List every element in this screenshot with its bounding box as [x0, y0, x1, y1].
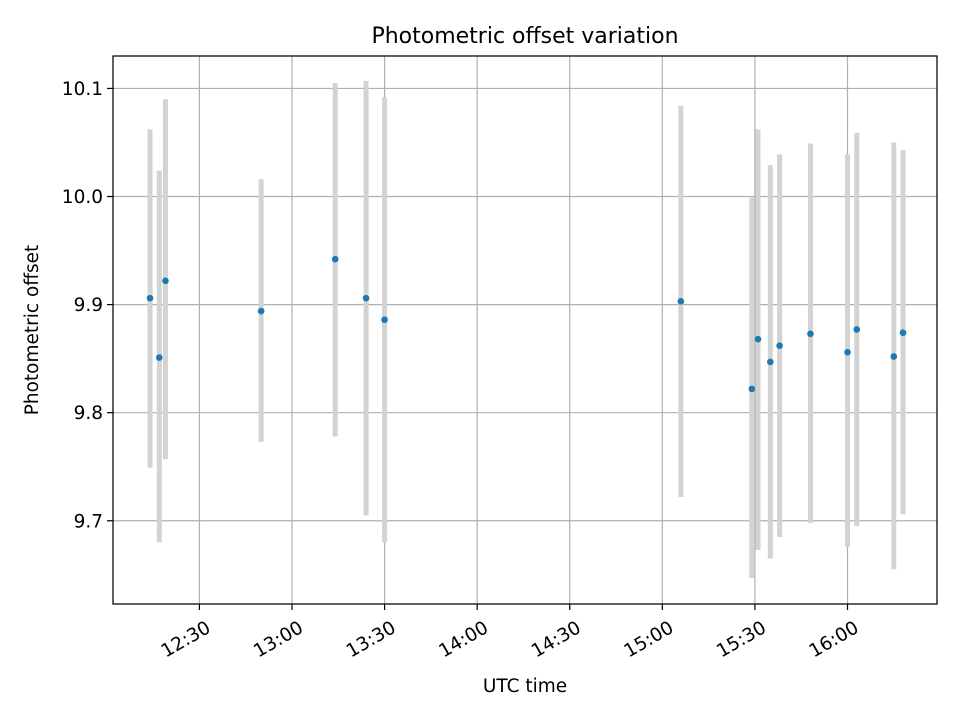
data-point — [362, 294, 370, 302]
y-tick-label: 9.7 — [74, 511, 103, 532]
x-axis-label: UTC time — [483, 676, 567, 697]
y-tick-label: 10.1 — [62, 79, 103, 100]
data-point — [899, 329, 907, 337]
grid — [113, 56, 937, 604]
data-point — [748, 385, 756, 393]
y-tick-label: 9.9 — [74, 295, 103, 316]
y-axis-label: Photometric offset — [22, 245, 43, 416]
data-point — [257, 307, 265, 315]
data-point — [890, 353, 898, 360]
y-tick-label: 10.0 — [62, 187, 103, 208]
plot-area-frame — [112, 55, 938, 605]
data-point — [754, 335, 762, 343]
y-tick-label: 9.8 — [74, 403, 103, 424]
data-point — [677, 298, 685, 305]
chart-title: Photometric offset variation — [371, 24, 678, 49]
data-point — [853, 326, 861, 333]
data-point — [146, 294, 154, 302]
y-axis-ticks: 9.7 9.8 9.9 10.0 10.1 — [62, 79, 113, 532]
data-point — [331, 255, 339, 263]
data-point — [767, 358, 774, 366]
data-points — [146, 255, 907, 393]
data-point — [381, 316, 388, 324]
data-point — [807, 330, 814, 338]
data-point — [776, 342, 783, 349]
data-point — [162, 277, 169, 285]
data-point — [844, 348, 851, 356]
data-point — [155, 354, 163, 361]
